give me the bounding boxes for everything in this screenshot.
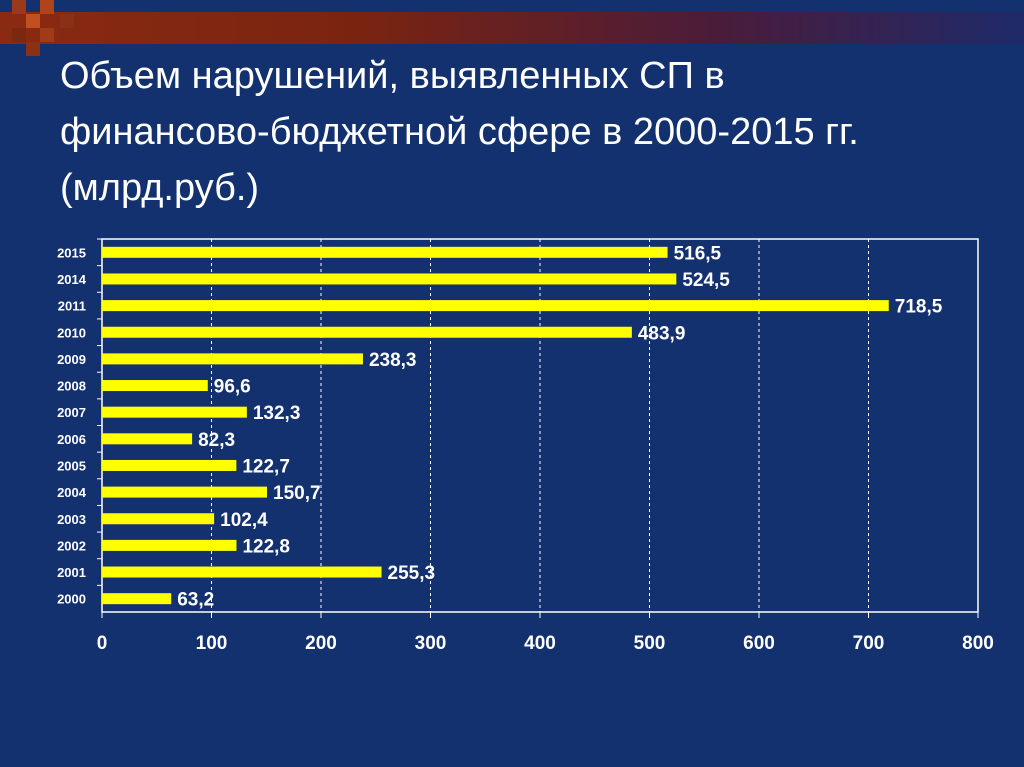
decor-square — [26, 42, 40, 56]
header-band — [0, 12, 1024, 44]
bar-2008 — [102, 380, 208, 392]
bar-2000 — [102, 593, 172, 605]
decor-square — [12, 0, 26, 14]
grid-lines — [211, 239, 869, 612]
decor-square — [40, 0, 54, 14]
y-tick-labels: 2015 2014 2011 2010 2009 2008 2007 2006 2005 2004… — [57, 245, 87, 606]
bars — [97, 238, 889, 605]
data-label-2000: 63,2 — [177, 590, 214, 611]
y-tick-label: 2010 — [57, 325, 86, 340]
bar-2002 — [102, 539, 237, 551]
y-tick-label: 2009 — [57, 352, 86, 367]
y-tick-label: 2011 — [58, 299, 86, 314]
x-tick-label: 500 — [634, 633, 666, 654]
y-tick-label: 2007 — [57, 405, 86, 420]
x-tick-labels: 0 100 200 300 400 500 600 700 800 — [97, 612, 994, 654]
bar-2014 — [102, 273, 677, 285]
data-label-2004: 150,7 — [273, 483, 321, 504]
decor-square — [60, 14, 74, 28]
bar-2001 — [102, 566, 382, 578]
bar-2015 — [102, 246, 668, 258]
y-tick-label: 2008 — [57, 379, 86, 394]
bar-2007 — [102, 406, 247, 418]
data-label-2014: 524,5 — [682, 270, 730, 291]
bar-2005 — [102, 459, 237, 471]
x-tick-label: 0 — [97, 633, 108, 654]
data-label-2007: 132,3 — [253, 403, 301, 424]
y-tick-label: 2004 — [57, 485, 87, 500]
bar-2009 — [102, 353, 363, 365]
data-label-2002: 122,8 — [242, 536, 290, 557]
data-label-2009: 238,3 — [369, 350, 417, 371]
data-label-2008: 96,6 — [214, 377, 251, 398]
x-tick-label: 300 — [415, 633, 447, 654]
slide-title: Объем нарушений, выявленных СП в финансо… — [60, 55, 859, 209]
decor-square — [26, 14, 40, 28]
data-label-2015: 516,5 — [674, 243, 722, 264]
data-label-2010: 483,9 — [638, 323, 686, 344]
bar-2003 — [102, 513, 215, 525]
bar-2010 — [102, 326, 632, 338]
data-label-2011: 718,5 — [895, 297, 943, 318]
y-tick-label: 2003 — [57, 512, 86, 527]
y-tick-label: 2001 — [57, 565, 86, 580]
y-tick-label: 2014 — [57, 272, 87, 287]
y-tick-label: 2002 — [57, 538, 86, 553]
y-tick-label: 2000 — [57, 592, 86, 607]
data-label-2003: 102,4 — [220, 510, 268, 531]
x-tick-label: 200 — [305, 633, 337, 654]
y-tick-label: 2015 — [57, 245, 86, 260]
bar-2006 — [102, 433, 193, 445]
data-label-2005: 122,7 — [242, 456, 290, 477]
bar-2011 — [102, 300, 889, 312]
x-tick-label: 100 — [196, 633, 228, 654]
bar-2004 — [102, 486, 268, 498]
data-label-2001: 255,3 — [388, 563, 436, 584]
x-tick-label: 400 — [524, 633, 556, 654]
x-tick-label: 700 — [853, 633, 885, 654]
decor-square — [40, 28, 54, 42]
data-label-2006: 82,3 — [198, 430, 235, 451]
y-tick-label: 2005 — [57, 458, 86, 473]
y-tick-label: 2006 — [57, 432, 86, 447]
x-tick-label: 600 — [743, 633, 775, 654]
x-tick-label: 800 — [962, 633, 994, 654]
decor-square — [12, 28, 26, 42]
